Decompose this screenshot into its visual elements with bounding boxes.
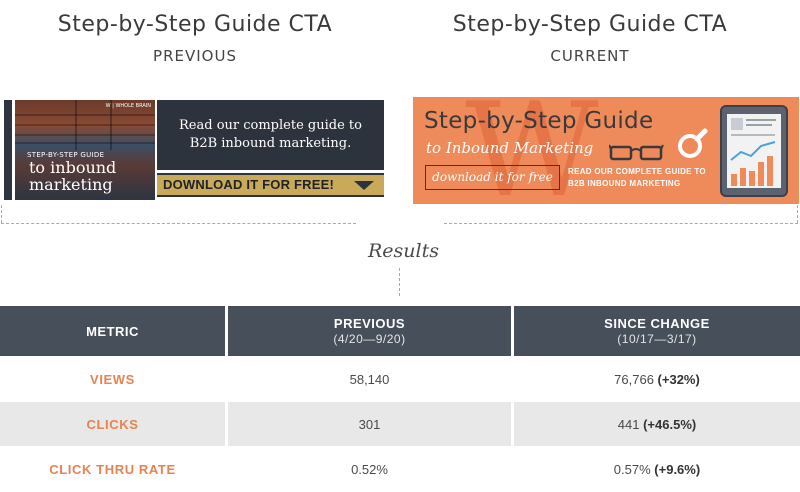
- metric-cell: VIEWS: [90, 371, 135, 387]
- guide-title: to inbound marketing: [29, 159, 149, 193]
- change-value: (+46.5%): [643, 416, 697, 432]
- change-value: (+9.6%): [654, 461, 701, 477]
- arrow-down-icon: [354, 181, 374, 190]
- brand-logo: W | WHOLE BRAIN: [105, 103, 151, 109]
- results-heading: Results: [368, 240, 439, 262]
- table-header-row: METRIC PREVIOUS (4/20—9/20) SINCE CHANGE…: [0, 306, 800, 356]
- current-cta-subtitle: to Inbound Marketing: [426, 139, 594, 157]
- header-metric-label: METRIC: [86, 323, 139, 339]
- previous-label: PREVIOUS: [153, 47, 237, 65]
- previous-cta-banner[interactable]: W | WHOLE BRAIN STEP-BY-STEP GUIDE to in…: [4, 98, 384, 202]
- description-line2: B2B INBOUND MARKETING: [568, 179, 681, 188]
- magnifier-icon: [678, 128, 708, 158]
- change-value: (+32%): [657, 371, 700, 387]
- since-value-cell: 441 (+46.5%): [514, 402, 800, 446]
- previous-cta-message: Read our complete guide to B2B inbound m…: [157, 100, 384, 170]
- current-label: CURRENT: [550, 47, 630, 65]
- current-cta-banner[interactable]: W Step-by-Step Guide to Inbound Marketin…: [413, 97, 799, 204]
- guide-title-line2: marketing: [29, 175, 113, 194]
- header-previous: PREVIOUS (4/20—9/20): [228, 306, 511, 356]
- separator-line-right: [444, 223, 798, 224]
- separator-right-tick: [797, 205, 798, 223]
- glasses-icon: [609, 144, 664, 161]
- header-metric: METRIC: [0, 306, 225, 356]
- since-value: 441: [617, 416, 640, 432]
- since-value: 76,766: [614, 371, 654, 387]
- header-since-label: SINCE CHANGE: [604, 316, 710, 331]
- previous-value-cell: 0.52%: [351, 461, 388, 477]
- message-line1: Read our complete guide to: [179, 118, 362, 133]
- previous-download-label: DOWNLOAD IT FOR FREE!: [163, 177, 335, 192]
- table-row: VIEWS 58,140 76,766 (+32%): [0, 356, 800, 402]
- metric-cell: CLICK THRU RATE: [49, 461, 176, 477]
- current-download-button[interactable]: download it for free: [425, 165, 560, 190]
- separator-left-tick: [1, 205, 2, 223]
- since-value-cell: 0.57% (+9.6%): [514, 446, 800, 492]
- previous-value-cell: 58,140: [349, 371, 390, 387]
- metric-cell: CLICKS: [0, 402, 225, 446]
- current-title: Step-by-Step Guide CTA: [452, 12, 728, 37]
- header-previous-range: (4/20—9/20): [333, 332, 406, 346]
- current-cta-description: READ OUR COMPLETE GUIDE TO B2B INBOUND M…: [568, 166, 718, 190]
- message-line2: B2B inbound marketing.: [189, 136, 352, 151]
- guide-label: STEP-BY-STEP GUIDE: [27, 151, 105, 159]
- header-since-change: SINCE CHANGE (10/17—3/17): [514, 306, 800, 356]
- watermark-logo: W: [465, 97, 599, 204]
- since-value-cell: 76,766 (+32%): [514, 356, 800, 402]
- tablet-chart-icon: [720, 105, 788, 197]
- shipping-containers-image: W | WHOLE BRAIN STEP-BY-STEP GUIDE to in…: [15, 100, 155, 200]
- separator-center-tick: [399, 268, 400, 296]
- header-previous-label: PREVIOUS: [333, 316, 406, 331]
- guide-title-line1: to inbound: [29, 158, 117, 177]
- since-value: 0.57%: [613, 461, 651, 477]
- current-cta-title: Step-by-Step Guide: [424, 108, 654, 134]
- banner-edge: [4, 100, 12, 200]
- previous-value-cell: 301: [228, 402, 511, 446]
- previous-download-button[interactable]: DOWNLOAD IT FOR FREE!: [157, 173, 384, 197]
- description-line1: READ OUR COMPLETE GUIDE TO: [568, 167, 706, 176]
- table-row: CLICKS 301 441 (+46.5%): [0, 402, 800, 446]
- table-row: CLICK THRU RATE 0.52% 0.57% (+9.6%): [0, 446, 800, 492]
- separator-line-left: [1, 223, 356, 224]
- previous-title: Step-by-Step Guide CTA: [57, 12, 333, 37]
- header-since-range: (10/17—3/17): [617, 332, 697, 346]
